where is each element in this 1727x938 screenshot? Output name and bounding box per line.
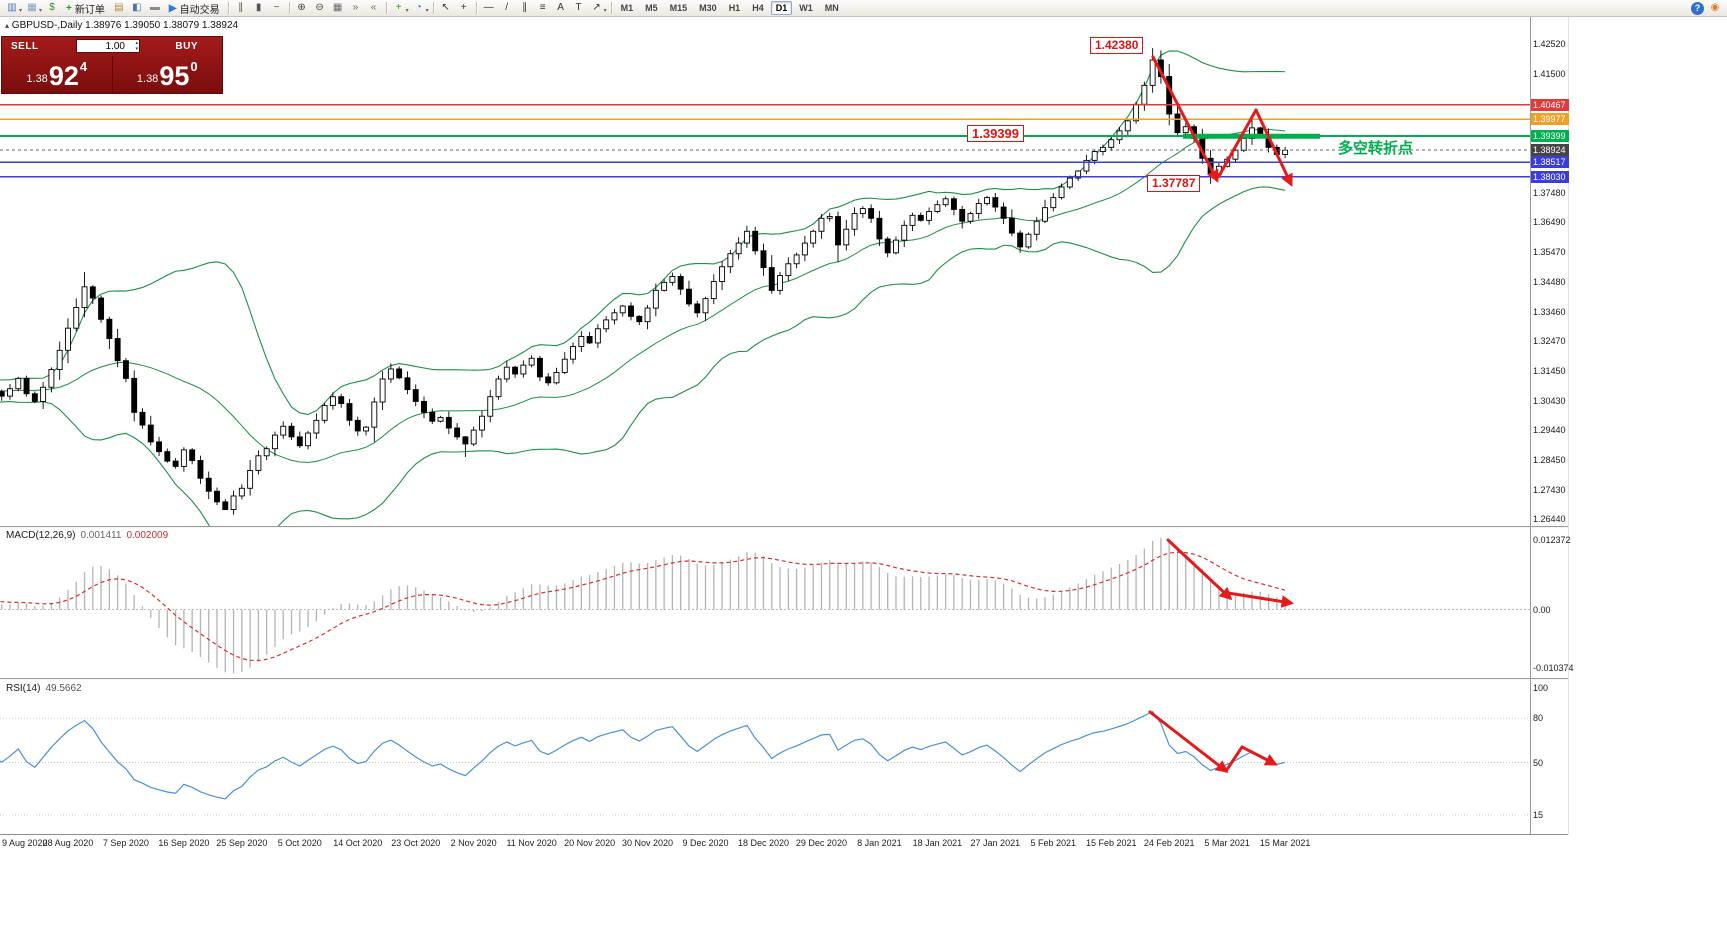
lot-spinner[interactable]: ▴ ▾	[135, 40, 138, 52]
data-window-icon[interactable]: ▤	[114, 2, 124, 13]
zoom-out-icon[interactable]: ⊖	[315, 2, 324, 13]
ask-price-pip: 0	[190, 59, 198, 74]
autotrading-button-label: 自动交易	[179, 4, 220, 16]
toolbar-separator	[227, 2, 229, 14]
new-order-button[interactable]: + 新订单	[61, 1, 110, 16]
indicators-add-dropdown-icon[interactable]: ▾	[405, 7, 409, 14]
bollinger-upper-band	[0, 50, 1286, 416]
zoom-in-icon[interactable]: ⊕	[297, 2, 306, 13]
channel-icon[interactable]: ∥	[522, 2, 528, 13]
toolbar-separator	[610, 2, 612, 14]
timeframe-m15-button[interactable]: M15	[669, 3, 688, 13]
cursor-icon[interactable]: ↖	[441, 2, 450, 13]
lot-size-input[interactable]: 1.00 ▴ ▾	[76, 39, 140, 53]
ask-price-big: 95	[159, 61, 190, 92]
bid-price-pip: 4	[79, 59, 88, 74]
auto-scroll-icon[interactable]: »	[352, 2, 359, 13]
rsi-value: 49.5662	[45, 683, 82, 694]
toolbar-separator	[288, 2, 290, 14]
indicators-add-icon[interactable]: +	[395, 2, 402, 13]
help-icon[interactable]: ?	[1691, 1, 1704, 15]
chart-symbol-icon: ▴	[5, 21, 10, 30]
rsi-name: RSI(14)	[6, 683, 41, 694]
timeframe-m30-button[interactable]: M30	[699, 3, 717, 13]
navigator-icon[interactable]: ◧	[132, 2, 142, 13]
new-chart-icon[interactable]: ▥	[7, 2, 17, 13]
chart-ohlc-values: 1.38976 1.39050 1.38079 1.38924	[85, 20, 239, 31]
bollinger-lower-band	[0, 186, 1286, 526]
timeframe-w1-button[interactable]: W1	[799, 3, 813, 13]
toolbar-separator	[432, 2, 434, 14]
chart-shift-icon[interactable]: «	[370, 2, 377, 13]
macd-plot	[0, 537, 1530, 674]
fibonacci-icon[interactable]: ≡	[539, 2, 546, 13]
trendline-icon[interactable]: /	[505, 2, 508, 13]
macd-main-value: 0.001411	[80, 530, 122, 541]
lot-size-value: 1.00	[105, 41, 125, 52]
horizontal-line-icon[interactable]: —	[483, 2, 494, 13]
sell-price-button[interactable]: 1.38 92 4	[2, 56, 112, 93]
buy-button[interactable]: BUY	[175, 41, 198, 52]
one-click-trading-panel: SELL 1.00 ▴ ▾ BUY 1.38 92 4 1.38 95 0	[1, 36, 223, 94]
toolbar-separator	[475, 2, 477, 14]
rsi-plot	[0, 710, 1530, 816]
community-icon[interactable]: ◉	[1710, 2, 1720, 13]
lot-up-icon[interactable]: ▴	[135, 40, 138, 46]
rsi-line	[0, 710, 1286, 800]
chart-title: ▴ GBPUSD-,Daily 1.38976 1.39050 1.38079 …	[5, 20, 238, 31]
tile-windows-icon[interactable]: ▦	[332, 2, 343, 13]
new-order-button-label: 新订单	[74, 4, 105, 16]
arrows-tool-icon[interactable]: ↗	[592, 2, 601, 13]
text-icon[interactable]: A	[557, 2, 564, 13]
sell-button[interactable]: SELL	[11, 41, 39, 52]
bid-price-big: 92	[48, 61, 79, 92]
profiles-dropdown-icon[interactable]: ▾	[39, 7, 43, 14]
panel-separators	[0, 17, 1569, 835]
ask-price-prefix: 1.38	[136, 73, 159, 85]
timeframe-h4-button[interactable]: H4	[752, 3, 764, 13]
macd-signal-line	[0, 551, 1286, 662]
text-label-icon[interactable]: T	[575, 2, 582, 13]
timeframe-h1-button[interactable]: H1	[728, 3, 741, 13]
one-click-divider	[111, 56, 113, 93]
autotrading-button[interactable]: ▶ 自动交易	[164, 1, 225, 16]
periods-dropdown-icon[interactable]: ▾	[425, 7, 429, 14]
terminal-icon[interactable]: ▬	[149, 2, 160, 13]
line-chart-icon[interactable]: ~	[273, 2, 280, 13]
chart-symbol-period: GBPUSD-,Daily	[11, 20, 83, 31]
market-watch-icon[interactable]: $	[49, 2, 55, 13]
lot-down-icon[interactable]: ▾	[135, 46, 138, 52]
candlestick-chart-icon[interactable]: ▮	[255, 2, 262, 13]
crosshair-icon[interactable]: +	[460, 2, 467, 13]
macd-indicator-label: MACD(12,26,9) 0.001411 0.002009	[6, 530, 168, 541]
main-toolbar: ▥ ▾ ▦ ▾ $ + 新订单 ▤ ◧ ▬ ▶ 自动交易 ∥ ▮ ~ ⊕ ⊖ ▦» «+ ▾ ◔ ▾ ↖ + — / ∥ ≡ A T ↗ ▾ M…	[0, 0, 1727, 17]
timeframe-m1-button[interactable]: M1	[620, 3, 634, 13]
periods-icon[interactable]: ◔	[415, 2, 422, 13]
timeframe-mn-button[interactable]: MN	[824, 3, 839, 13]
new-order-icon: +	[66, 2, 72, 14]
rsi-indicator-label: RSI(14) 49.5662	[6, 683, 82, 694]
bollinger-middle-band	[0, 128, 1286, 463]
timeframe-d1-button[interactable]: D1	[770, 1, 793, 15]
autotrading-icon: ▶	[168, 2, 177, 14]
arrows-tool-dropdown-icon[interactable]: ▾	[603, 7, 607, 14]
toolbar-separator	[385, 2, 387, 14]
bar-chart-icon[interactable]: ∥	[238, 2, 244, 13]
profiles-icon[interactable]: ▦	[27, 2, 37, 13]
main-chart-plot	[0, 48, 1530, 526]
timeframe-m5-button[interactable]: M5	[645, 3, 658, 13]
new-chart-dropdown-icon[interactable]: ▾	[19, 7, 23, 14]
macd-name: MACD(12,26,9)	[6, 530, 76, 541]
buy-price-button[interactable]: 1.38 95 0	[113, 56, 223, 93]
macd-signal-value: 0.002009	[126, 530, 169, 541]
bid-price-prefix: 1.38	[26, 73, 48, 85]
